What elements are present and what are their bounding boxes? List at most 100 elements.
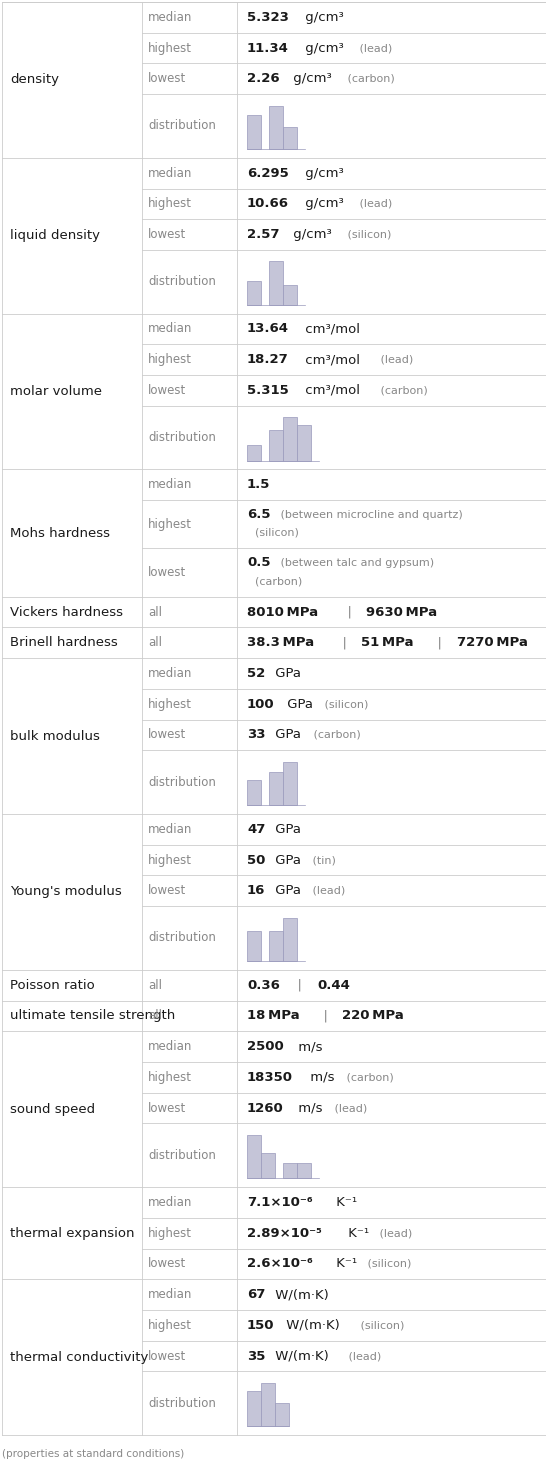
Text: 8010 MPa: 8010 MPa <box>247 605 318 619</box>
Text: |: | <box>315 1010 336 1023</box>
Text: highest: highest <box>148 197 192 210</box>
Text: 2.6×10⁻⁶: 2.6×10⁻⁶ <box>247 1258 313 1271</box>
Bar <box>247 1390 261 1425</box>
Bar <box>269 430 283 461</box>
Text: GPa: GPa <box>271 884 301 897</box>
Text: Brinell hardness: Brinell hardness <box>10 636 118 649</box>
Text: |: | <box>429 636 450 649</box>
Text: all: all <box>148 979 162 992</box>
Text: cm³/mol: cm³/mol <box>301 353 360 366</box>
Bar <box>261 1153 275 1179</box>
Text: 6.5: 6.5 <box>247 508 270 521</box>
Text: GPa: GPa <box>271 823 301 836</box>
Text: (lead): (lead) <box>376 1228 412 1239</box>
Text: |: | <box>339 605 360 619</box>
Text: 33: 33 <box>247 728 265 741</box>
Text: |: | <box>334 636 355 649</box>
Text: all: all <box>148 605 162 619</box>
Text: g/cm³: g/cm³ <box>301 197 344 210</box>
Text: (carbon): (carbon) <box>343 1072 394 1083</box>
Text: 16: 16 <box>247 884 265 897</box>
Bar <box>247 931 261 961</box>
Text: median: median <box>148 823 192 836</box>
Text: 0.5: 0.5 <box>247 556 270 569</box>
Text: K⁻¹: K⁻¹ <box>332 1196 357 1210</box>
Bar <box>269 931 283 961</box>
Text: highest: highest <box>148 697 192 711</box>
Text: 47: 47 <box>247 823 265 836</box>
Text: 35: 35 <box>247 1350 265 1363</box>
Text: 67: 67 <box>247 1288 265 1301</box>
Text: all: all <box>148 1010 162 1023</box>
Text: highest: highest <box>148 854 192 867</box>
Bar <box>247 282 261 305</box>
Text: K⁻¹: K⁻¹ <box>332 1258 357 1271</box>
Text: 2.89×10⁻⁵: 2.89×10⁻⁵ <box>247 1227 322 1240</box>
Bar <box>297 425 311 461</box>
Text: median: median <box>148 322 192 336</box>
Text: lowest: lowest <box>148 73 186 85</box>
Text: 1.5: 1.5 <box>247 479 270 492</box>
Text: m/s: m/s <box>294 1040 323 1053</box>
Text: GPa: GPa <box>271 728 301 741</box>
Text: g/cm³: g/cm³ <box>289 228 331 241</box>
Text: distribution: distribution <box>148 430 216 444</box>
Text: 50: 50 <box>247 854 265 867</box>
Text: bulk modulus: bulk modulus <box>10 730 100 743</box>
Bar <box>283 1163 297 1179</box>
Text: highest: highest <box>148 353 192 366</box>
Text: sound speed: sound speed <box>10 1103 95 1116</box>
Text: median: median <box>148 10 192 23</box>
Text: GPa: GPa <box>271 854 301 867</box>
Text: (carbon): (carbon) <box>255 576 302 587</box>
Text: lowest: lowest <box>148 1102 186 1115</box>
Text: W/(m·K): W/(m·K) <box>271 1288 329 1301</box>
Text: (silicon): (silicon) <box>255 528 299 538</box>
Text: m/s: m/s <box>306 1071 335 1084</box>
Text: 51 MPa: 51 MPa <box>361 636 414 649</box>
Text: 1260: 1260 <box>247 1102 284 1115</box>
Text: distribution: distribution <box>148 931 216 944</box>
Bar <box>247 1135 261 1179</box>
Text: 7.1×10⁻⁶: 7.1×10⁻⁶ <box>247 1196 313 1210</box>
Text: g/cm³: g/cm³ <box>301 42 344 54</box>
Text: highest: highest <box>148 1319 192 1332</box>
Bar <box>275 1404 289 1425</box>
Text: 0.44: 0.44 <box>317 979 350 992</box>
Text: 11.34: 11.34 <box>247 42 289 54</box>
Text: 2.57: 2.57 <box>247 228 280 241</box>
Text: Young's modulus: Young's modulus <box>10 886 122 899</box>
Bar <box>297 1163 311 1179</box>
Text: (lead): (lead) <box>310 886 346 896</box>
Text: distribution: distribution <box>148 776 216 789</box>
Text: 5.315: 5.315 <box>247 384 289 397</box>
Bar <box>269 772 283 805</box>
Text: thermal expansion: thermal expansion <box>10 1227 134 1240</box>
Text: cm³/mol: cm³/mol <box>301 384 360 397</box>
Text: median: median <box>148 1288 192 1301</box>
Text: (lead): (lead) <box>357 198 393 209</box>
Text: all: all <box>148 636 162 649</box>
Text: (tin): (tin) <box>310 855 336 865</box>
Text: (lead): (lead) <box>356 44 393 53</box>
Text: distribution: distribution <box>148 120 216 133</box>
Text: thermal conductivity: thermal conductivity <box>10 1351 149 1364</box>
Text: Vickers hardness: Vickers hardness <box>10 605 123 619</box>
Text: W/(m·K): W/(m·K) <box>271 1350 329 1363</box>
Text: 52: 52 <box>247 667 265 680</box>
Text: 5.323: 5.323 <box>247 10 289 23</box>
Text: g/cm³: g/cm³ <box>289 73 332 85</box>
Text: 220 MPa: 220 MPa <box>342 1010 404 1023</box>
Text: 18 MPa: 18 MPa <box>247 1010 300 1023</box>
Text: distribution: distribution <box>148 276 216 289</box>
Text: (carbon): (carbon) <box>345 74 395 83</box>
Bar <box>283 918 297 961</box>
Bar <box>283 417 297 461</box>
Text: 10.66: 10.66 <box>247 197 289 210</box>
Text: Mohs hardness: Mohs hardness <box>10 527 110 540</box>
Bar <box>247 115 261 149</box>
Text: 38.3 MPa: 38.3 MPa <box>247 636 314 649</box>
Text: median: median <box>148 667 192 680</box>
Text: molar volume: molar volume <box>10 385 102 398</box>
Bar <box>283 127 297 149</box>
